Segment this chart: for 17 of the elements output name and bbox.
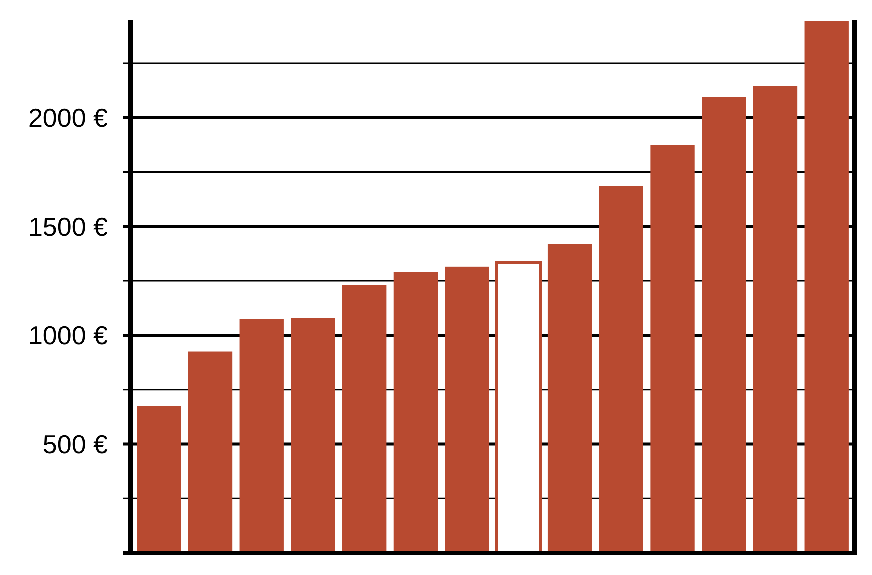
y-tick-label: 2000 € bbox=[28, 103, 109, 133]
y-tick-label: 1500 € bbox=[28, 212, 109, 242]
bar bbox=[342, 285, 387, 553]
bar bbox=[137, 406, 182, 553]
bar bbox=[548, 244, 592, 553]
bar bbox=[650, 145, 695, 553]
y-tick-label: 500 € bbox=[42, 429, 109, 460]
bar bbox=[291, 318, 336, 553]
bar bbox=[394, 272, 438, 553]
bar bbox=[240, 319, 284, 553]
bar bbox=[753, 86, 798, 553]
bar bbox=[702, 97, 746, 553]
bar bbox=[804, 21, 849, 553]
bar bbox=[188, 352, 233, 553]
bar bbox=[599, 186, 644, 553]
bar bbox=[445, 266, 490, 553]
y-tick-label: 1000 € bbox=[28, 320, 109, 351]
